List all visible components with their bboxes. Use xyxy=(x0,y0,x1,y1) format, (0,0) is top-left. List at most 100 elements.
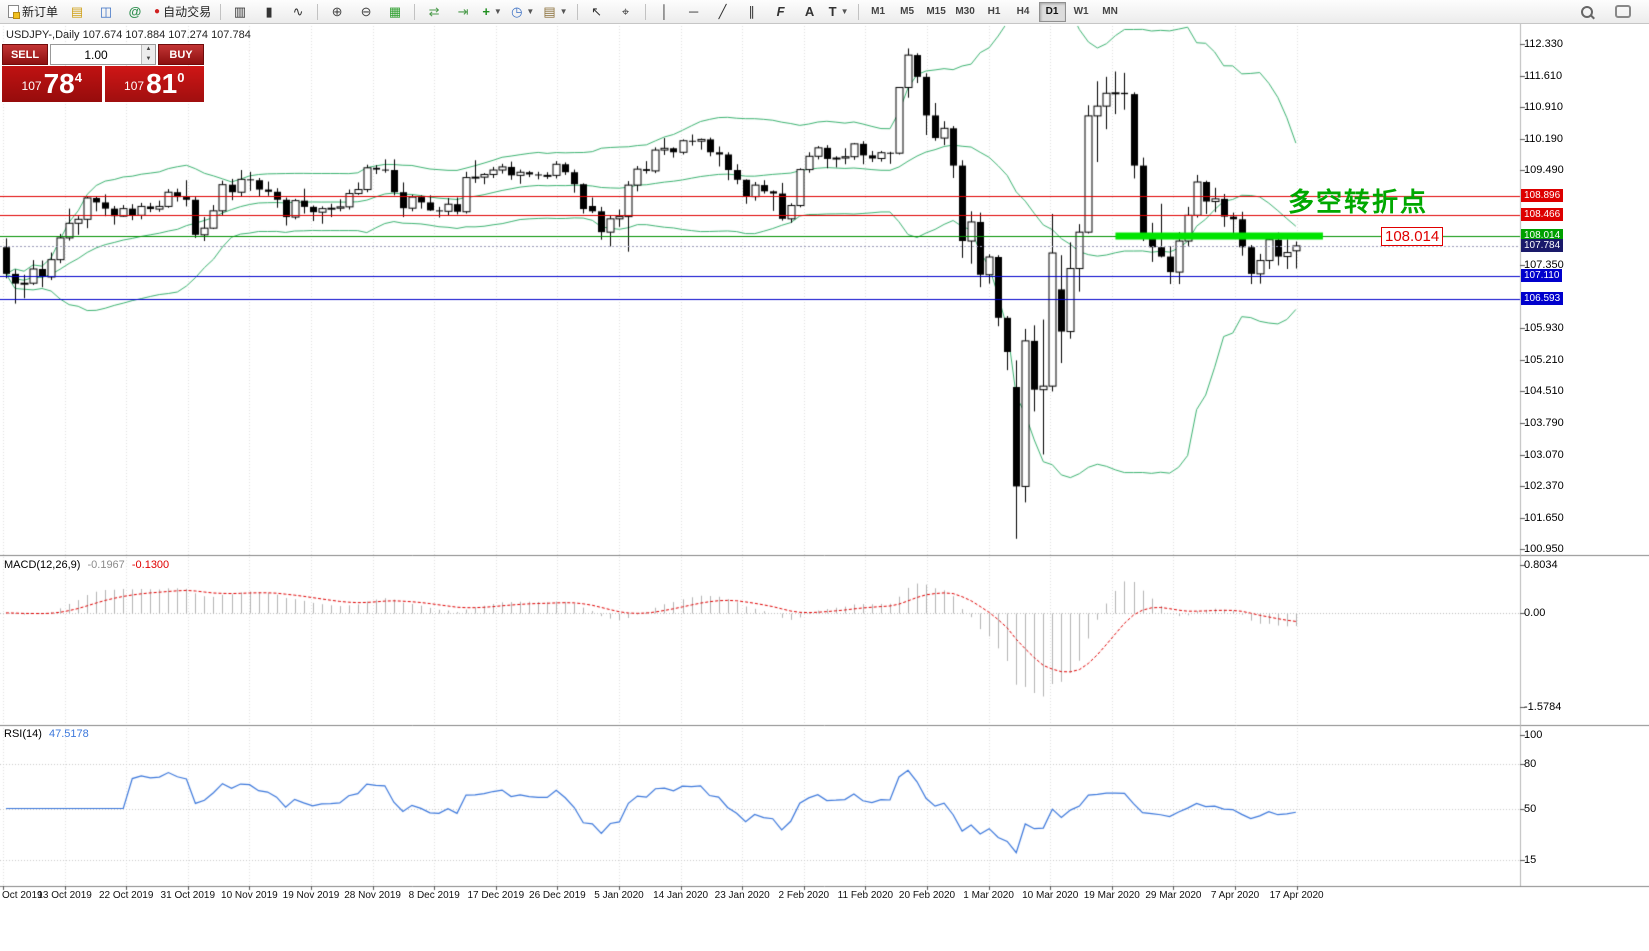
price-line-label: 107.110 xyxy=(1521,268,1563,282)
community-button[interactable] xyxy=(1609,1,1637,23)
date-axis-label: 5 Jan 2020 xyxy=(594,890,644,901)
chart-annotation-text[interactable]: 多空转折点 xyxy=(1288,187,1429,217)
candlestick-chart-button[interactable]: ▮ xyxy=(255,1,283,23)
volume-up-icon[interactable]: ▲ xyxy=(142,45,155,55)
date-axis-label: 17 Apr 2020 xyxy=(1269,890,1324,901)
navigator-button[interactable]: @ xyxy=(121,1,149,23)
macd-title: MACD(12,26,9) xyxy=(4,559,81,571)
price-axis-tick: 109.490 xyxy=(1524,164,1564,177)
autotrading-button[interactable]: ● 自动交易 xyxy=(150,1,215,23)
chevron-down-icon: ▼ xyxy=(840,7,849,16)
periods-button[interactable]: ◷ ▼ xyxy=(507,1,538,23)
timeframe-w1-button[interactable]: W1 xyxy=(1073,6,1089,17)
zoom-in-button[interactable]: ⊕ xyxy=(323,1,351,23)
auto-scroll-icon: ⇄ xyxy=(428,4,440,19)
volume-input[interactable] xyxy=(51,45,141,64)
date-axis-label: 19 Nov 2019 xyxy=(282,890,340,901)
sell-price-sup: 4 xyxy=(74,70,82,85)
fibonacci-button[interactable]: F xyxy=(767,1,795,23)
price-axis-tick: 105.930 xyxy=(1524,322,1564,334)
price-line-label: 108.014 xyxy=(1521,228,1564,242)
market-watch-button[interactable]: ▤ xyxy=(63,1,91,23)
chart-window: USDJPY-,Daily 107.674 107.884 107.274 10… xyxy=(0,24,1649,951)
date-axis-label: 11 Feb 2020 xyxy=(837,890,894,901)
chart-shift-button[interactable]: ⇥ xyxy=(449,1,477,23)
date-axis-label: 22 Oct 2019 xyxy=(98,890,154,901)
indicators-button[interactable]: + ▼ xyxy=(478,1,506,23)
grid-button[interactable]: ▦ xyxy=(381,1,409,23)
toolbar-separator xyxy=(317,3,319,20)
macd-axis-tick: 0.8034 xyxy=(1524,559,1558,571)
horizontal-line-button[interactable]: ─ xyxy=(680,1,708,23)
timeframe-d1-button[interactable]: D1 xyxy=(1038,1,1066,22)
candlestick-chart-icon: ▮ xyxy=(265,4,273,19)
trendline-icon: ╱ xyxy=(718,4,727,19)
search-button[interactable] xyxy=(1573,1,1601,23)
line-chart-icon: ∿ xyxy=(292,4,304,19)
templates-button[interactable]: ▤ ▼ xyxy=(539,1,571,23)
indicators-icon: + xyxy=(482,4,490,19)
new-order-button[interactable]: 新订单 xyxy=(4,1,62,23)
channel-button[interactable]: ∥ xyxy=(738,1,766,23)
timeframe-m1-button[interactable]: M1 xyxy=(871,6,886,17)
zoom-out-button[interactable]: ⊖ xyxy=(352,1,380,23)
main-chart-canvas[interactable] xyxy=(0,24,1649,951)
price-axis-tick: 101.650 xyxy=(1524,511,1564,524)
date-axis-label: 26 Dec 2019 xyxy=(529,890,586,901)
price-axis-tick: 111.610 xyxy=(1524,69,1563,82)
channel-icon: ∥ xyxy=(748,4,755,19)
timeframe-m5-button[interactable]: M5 xyxy=(900,6,915,17)
buy-price-main: 81 xyxy=(146,68,178,99)
arrows-button[interactable]: T ▼ xyxy=(825,1,853,23)
buy-button[interactable]: BUY xyxy=(158,44,204,65)
date-axis-label: 20 Feb 2020 xyxy=(898,890,956,901)
price-level-tag[interactable]: 108.014 xyxy=(1381,227,1444,246)
auto-scroll-button[interactable]: ⇄ xyxy=(420,1,448,23)
date-axis-label: 29 Mar 2020 xyxy=(1145,890,1202,901)
price-axis-tick: 103.070 xyxy=(1524,448,1564,461)
date-axis-label: 7 Apr 2020 xyxy=(1210,890,1260,901)
timeframe-m30-button[interactable]: M30 xyxy=(955,6,975,17)
price-axis-tick: 110.910 xyxy=(1524,101,1563,113)
bar-chart-button[interactable]: ▥ xyxy=(226,1,254,23)
line-chart-button[interactable]: ∿ xyxy=(284,1,312,23)
grid-icon: ▦ xyxy=(388,4,402,19)
sell-price-box[interactable]: 107 78 4 xyxy=(2,66,102,102)
price-axis-tick: 100.950 xyxy=(1524,542,1564,555)
bar-chart-icon: ▥ xyxy=(233,4,247,19)
macd-axis-tick: 0.00 xyxy=(1524,606,1546,619)
crosshair-button[interactable]: ⌖ xyxy=(612,1,640,23)
date-axis-label: 14 Jan 2020 xyxy=(653,890,709,901)
date-axis-label: 2 Feb 2020 xyxy=(778,890,830,901)
vertical-line-button[interactable]: │ xyxy=(651,1,679,23)
market-watch-icon: ▤ xyxy=(70,4,84,19)
trendline-button[interactable]: ╱ xyxy=(709,1,737,23)
data-window-icon: ◫ xyxy=(99,4,113,19)
chevron-down-icon: ▼ xyxy=(493,7,502,16)
data-window-button[interactable]: ◫ xyxy=(92,1,120,23)
price-line-label: 107.784 xyxy=(1521,238,1564,252)
toolbar-separator xyxy=(220,3,222,20)
toolbar-separator xyxy=(414,3,416,20)
timeframe-m15-button[interactable]: M15 xyxy=(926,6,946,17)
template-icon: ▤ xyxy=(543,4,556,19)
sell-button[interactable]: SELL xyxy=(2,44,48,65)
volume-down-icon[interactable]: ▼ xyxy=(142,54,155,64)
crosshair-icon: ⌖ xyxy=(621,4,630,19)
volume-box: ▲ ▼ xyxy=(50,44,156,65)
zoom-out-icon: ⊖ xyxy=(360,4,372,19)
price-line-label: 108.896 xyxy=(1521,189,1564,203)
macd-signal-value: -0.1300 xyxy=(131,559,170,571)
horizontal-line-icon: ─ xyxy=(688,4,699,19)
chart-shift-icon: ⇥ xyxy=(457,4,469,19)
timeframe-h4-button[interactable]: H4 xyxy=(1016,6,1030,17)
buy-price-int: 107 xyxy=(124,79,145,93)
cursor-button[interactable]: ↖ xyxy=(583,1,611,23)
rsi-value: 47.5178 xyxy=(48,728,89,740)
timeframe-mn-button[interactable]: MN xyxy=(1102,6,1118,17)
clock-icon: ◷ xyxy=(511,4,523,19)
text-label-button[interactable]: A xyxy=(796,1,824,23)
timeframe-h1-button[interactable]: H1 xyxy=(987,6,1001,17)
vertical-line-icon: │ xyxy=(660,4,669,19)
buy-price-box[interactable]: 107 81 0 xyxy=(104,66,204,102)
